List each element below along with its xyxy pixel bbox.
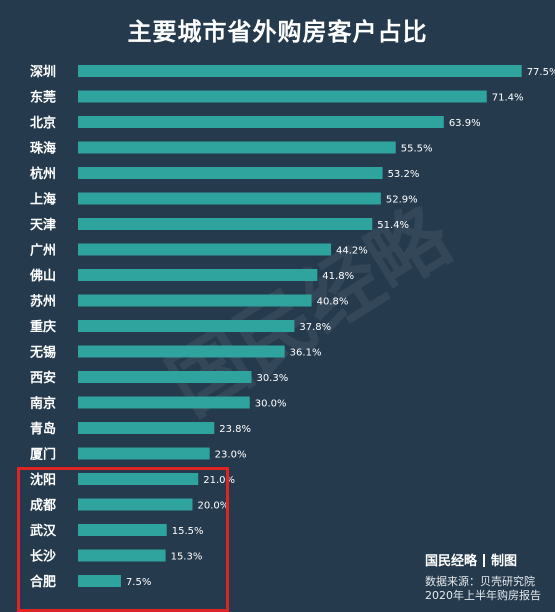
value-label: 23.0% [215, 450, 247, 461]
brand-credit: 国民经略 制图 [425, 550, 517, 569]
value-label: 15.5% [172, 526, 204, 537]
category-label: 沈阳 [30, 472, 56, 488]
bar [78, 447, 210, 460]
value-label: 44.2% [336, 246, 368, 257]
category-label: 合肥 [30, 574, 56, 590]
value-label: 37.8% [299, 322, 331, 333]
category-label: 苏州 [30, 294, 56, 310]
bar [78, 575, 121, 587]
bar [78, 269, 318, 281]
data-source: 数据来源：贝壳研究院 2020年上半年购房报告 [425, 575, 541, 603]
bar [78, 90, 487, 103]
bar [78, 65, 522, 77]
category-label: 天津 [30, 217, 56, 233]
value-label: 71.4% [492, 93, 524, 104]
bar [78, 192, 381, 205]
category-label: 上海 [30, 192, 56, 208]
value-label: 77.5% [527, 67, 555, 78]
category-label: 北京 [30, 115, 56, 131]
bar [78, 422, 215, 434]
bar [78, 141, 396, 154]
bar [78, 549, 166, 562]
value-label: 21.0% [203, 475, 235, 486]
category-label: 珠海 [30, 141, 56, 157]
bar [78, 243, 332, 256]
value-label: 63.9% [449, 118, 481, 129]
category-label: 青岛 [30, 421, 56, 437]
value-label: 23.8% [219, 424, 251, 435]
value-label: 41.8% [322, 271, 354, 282]
value-label: 7.5% [126, 577, 151, 588]
category-label: 重庆 [30, 319, 56, 335]
category-label: 成都 [30, 498, 56, 514]
highlight-box [17, 467, 229, 612]
value-label: 20.0% [198, 501, 230, 512]
value-label: 30.3% [256, 373, 288, 384]
category-label: 西安 [30, 370, 56, 386]
value-label: 30.0% [255, 399, 287, 410]
bar [78, 218, 373, 230]
value-label: 55.5% [401, 144, 433, 155]
bar [78, 320, 295, 332]
bar [78, 473, 199, 485]
category-label: 长沙 [30, 549, 56, 565]
bar [78, 294, 312, 307]
value-label: 40.8% [317, 297, 349, 308]
bar [78, 498, 193, 511]
bar [78, 371, 252, 383]
value-label: 15.3% [171, 552, 203, 563]
brand-name: 国民经略 [425, 554, 478, 569]
bar [78, 396, 250, 409]
brand-separator [483, 554, 486, 567]
brand-suffix: 制图 [491, 554, 518, 569]
value-label: 36.1% [290, 348, 322, 359]
category-label: 无锡 [29, 345, 56, 361]
category-label: 杭州 [30, 166, 56, 182]
source-line-2: 2020年上半年购房报告 [425, 589, 541, 602]
chart-title: 主要城市省外购房客户占比 [127, 18, 428, 46]
category-label: 深圳 [30, 64, 56, 80]
value-label: 51.4% [377, 220, 409, 231]
category-label: 南京 [30, 396, 56, 412]
category-label: 东莞 [30, 90, 56, 106]
category-label: 武汉 [30, 523, 57, 539]
source-line-1: 数据来源：贝壳研究院 [425, 575, 535, 588]
category-label: 佛山 [29, 268, 56, 284]
category-label: 厦门 [30, 447, 56, 463]
bar [78, 345, 285, 358]
bar [78, 116, 444, 128]
value-label: 52.9% [386, 195, 418, 206]
bar [78, 524, 167, 536]
value-label: 53.2% [388, 169, 420, 180]
category-label: 广州 [30, 243, 56, 259]
bar [78, 167, 383, 179]
